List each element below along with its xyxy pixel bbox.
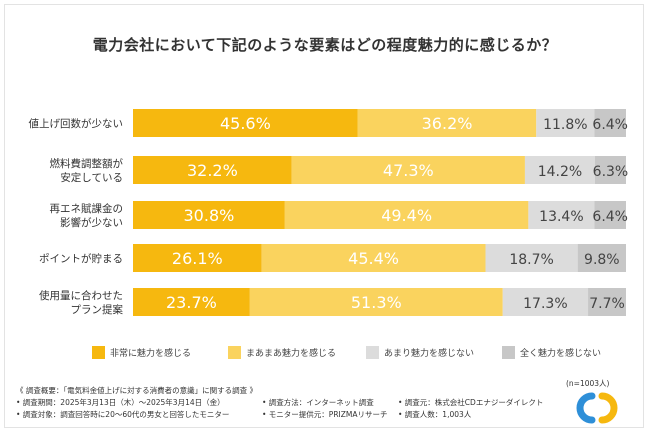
category-label: 再エネ賦課金の影響が少ない bbox=[50, 202, 124, 229]
data-label: 11.8% bbox=[543, 117, 587, 133]
bar-segment bbox=[261, 244, 486, 272]
survey-period: • 調査期間：2025年3月13日（木）～2025年3月14日（金） bbox=[16, 398, 225, 407]
data-label: 9.8% bbox=[584, 252, 620, 268]
data-label: 30.8% bbox=[184, 206, 235, 225]
data-label: 47.3% bbox=[383, 161, 434, 180]
bar-segment bbox=[133, 156, 292, 184]
bar-segment bbox=[536, 109, 595, 137]
survey-heading: 《 調査概要：「電気料金値上げに対する消費者の意識」に関する調査 》 bbox=[16, 386, 258, 395]
data-label: 36.2% bbox=[422, 114, 473, 133]
data-label: 14.2% bbox=[538, 164, 582, 180]
survey-row-2: • 調査対象：調査回答時に20〜60代の男女と回答したモニター • モニター提供… bbox=[16, 409, 556, 421]
data-label: 23.7% bbox=[166, 293, 217, 312]
bar-segment bbox=[133, 201, 285, 229]
data-label: 6.4% bbox=[592, 209, 628, 225]
survey-provider: • モニター提供元：PRIZMAリサーチ bbox=[262, 410, 388, 419]
category-label: ポイントが貯まる bbox=[39, 252, 123, 265]
bar-segment bbox=[502, 288, 589, 316]
cd-energy-logo bbox=[576, 392, 618, 424]
chart-title: 電力会社において下記のような要素はどの程度魅力的に感じるか？ bbox=[92, 36, 558, 54]
bar-segment bbox=[284, 201, 529, 229]
survey-row-1: • 調査期間：2025年3月13日（木）～2025年3月14日（金） • 調査方… bbox=[16, 397, 556, 409]
bar-segment bbox=[524, 156, 595, 184]
legend-item: まあまあ魅力を感じる bbox=[228, 346, 336, 359]
data-label: 18.7% bbox=[509, 252, 553, 268]
survey-source: • 調査元：株式会社CDエナジーダイレクト bbox=[398, 398, 544, 407]
bar-segment bbox=[133, 109, 358, 137]
bar-segment bbox=[249, 288, 503, 316]
stacked-bar-chart: 値上げ回数が少ない 45.6% 36.2% 11.8% 6.4% 燃料費調整額が安定してい… bbox=[29, 109, 629, 316]
chart-legend: 非常に魅力を感じる まあまあ魅力を感じる あまり魅力を感じない 全く魅力を感じない bbox=[0, 346, 650, 362]
bar-segment bbox=[594, 109, 626, 137]
category-label: 使用量に合わせたプラン提案 bbox=[39, 289, 123, 316]
bar-segment bbox=[588, 288, 626, 316]
data-label: 32.2% bbox=[187, 161, 238, 180]
legend-swatch bbox=[92, 346, 105, 359]
legend-item: あまり魅力を感じない bbox=[366, 346, 474, 359]
bar-segment bbox=[357, 109, 537, 137]
data-label: 45.6% bbox=[220, 114, 271, 133]
legend-label: 非常に魅力を感じる bbox=[110, 349, 192, 359]
legend-item: 全く魅力を感じない bbox=[502, 346, 601, 359]
legend-label: まあまあ魅力を感じる bbox=[246, 349, 337, 359]
legend-swatch bbox=[228, 346, 241, 359]
data-label: 6.3% bbox=[593, 164, 629, 180]
data-label: 45.4% bbox=[348, 249, 399, 268]
bar-segment bbox=[133, 288, 250, 316]
survey-method: • 調査方法：インターネット調査 bbox=[262, 398, 374, 407]
legend-label: あまり魅力を感じない bbox=[384, 349, 475, 359]
data-label: 51.3% bbox=[351, 293, 402, 312]
legend-swatch bbox=[502, 346, 515, 359]
data-label: 13.4% bbox=[539, 209, 583, 225]
data-label: 17.3% bbox=[523, 296, 567, 312]
bar-segment bbox=[291, 156, 525, 184]
category-label: 燃料費調整額が安定している bbox=[50, 157, 124, 184]
legend-item: 非常に魅力を感じる bbox=[92, 346, 191, 359]
bar-segment bbox=[133, 244, 262, 272]
sample-size-note: (n=1003人) bbox=[566, 379, 610, 388]
data-label: 49.4% bbox=[381, 206, 432, 225]
bar-segment bbox=[485, 244, 578, 272]
survey-target: • 調査対象：調査回答時に20〜60代の男女と回答したモニター bbox=[16, 410, 230, 419]
bar-segment bbox=[594, 201, 626, 229]
bar-segment bbox=[594, 156, 626, 184]
legend-swatch bbox=[366, 346, 379, 359]
data-label: 6.4% bbox=[592, 117, 628, 133]
survey-footer: 《 調査概要：「電気料金値上げに対する消費者の意識」に関する調査 》 • 調査期… bbox=[16, 385, 556, 421]
bar-segment bbox=[528, 201, 595, 229]
data-label: 7.7% bbox=[589, 296, 625, 312]
bar-segment bbox=[577, 244, 626, 272]
legend-label: 全く魅力を感じない bbox=[520, 349, 602, 359]
data-label: 26.1% bbox=[172, 249, 223, 268]
category-label: 値上げ回数が少ない bbox=[29, 117, 124, 130]
survey-count: • 調査人数：1,003人 bbox=[398, 410, 472, 419]
